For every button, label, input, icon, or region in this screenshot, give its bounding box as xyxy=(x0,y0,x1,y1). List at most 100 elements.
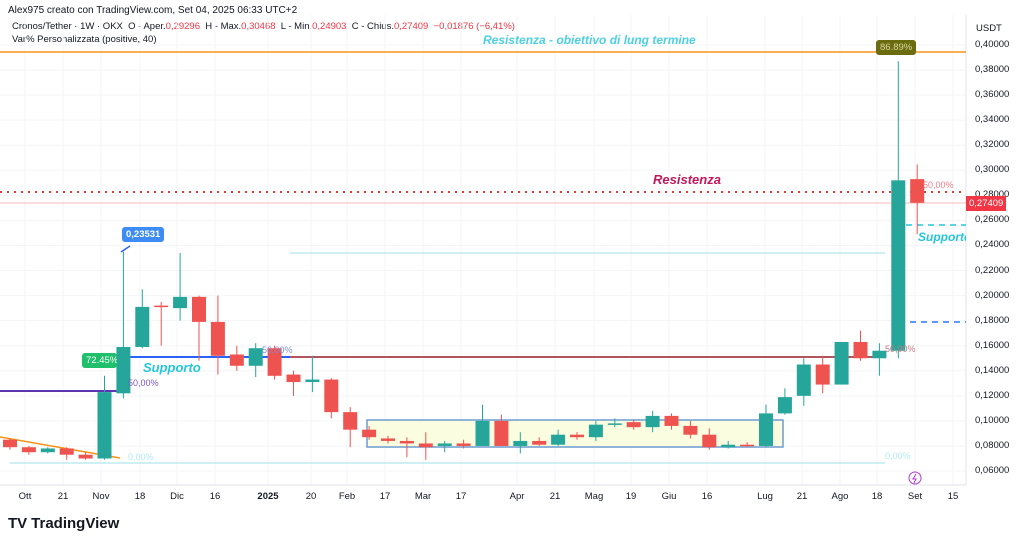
candle-body xyxy=(475,420,490,446)
fib-50-right-label: 50,00% xyxy=(885,344,916,354)
pct-callout-1[interactable]: 72.45% xyxy=(82,353,117,368)
candle xyxy=(154,301,169,346)
tradingview-logo[interactable]: TV TradingView xyxy=(8,515,119,532)
fib-0-left-label: 0,00% xyxy=(128,452,154,462)
candle-body xyxy=(343,412,358,430)
candle xyxy=(853,330,868,361)
candle-body xyxy=(437,443,452,446)
candle xyxy=(740,442,755,448)
candle-body xyxy=(116,346,131,394)
candle xyxy=(910,164,925,235)
price-tick: 0,34000 xyxy=(975,114,1010,126)
credit-line: Alex975 creato con TradingView.com, Set … xyxy=(8,5,298,16)
candle-body xyxy=(910,179,925,203)
candle xyxy=(437,440,452,453)
candle xyxy=(796,358,811,406)
resistance-label: Resistenza xyxy=(653,172,721,187)
candle xyxy=(607,418,622,428)
grid xyxy=(0,15,966,485)
high-value: 0,30468 xyxy=(241,21,276,32)
change-value: −0,01876 (−6,41%) xyxy=(433,21,515,32)
symbol[interactable]: Cronos/Tether · 1W · OKX xyxy=(12,21,123,32)
price-callout[interactable]: 0,23531 xyxy=(122,227,165,242)
time-tick: 20 xyxy=(305,491,317,502)
last-price-label: 0,27409 xyxy=(966,196,1007,211)
candle xyxy=(78,452,93,460)
time-tick: 16 xyxy=(701,491,713,502)
time-tick: Nov xyxy=(92,491,110,502)
candle xyxy=(362,425,377,440)
candle-body xyxy=(59,448,74,455)
candle-body xyxy=(702,434,717,448)
candle-body xyxy=(721,444,736,448)
candle-body xyxy=(362,429,377,438)
candle-body xyxy=(173,296,188,309)
close-label: C - Chius. xyxy=(351,21,394,32)
candle-body xyxy=(3,439,17,448)
time-tick: Ago xyxy=(831,491,849,502)
price-tick: 0,32000 xyxy=(975,139,1010,151)
candle-body xyxy=(381,438,395,441)
lightning-icon xyxy=(908,471,922,485)
candle xyxy=(418,432,433,460)
candle-body xyxy=(551,434,566,445)
candle xyxy=(116,251,131,399)
candle-body xyxy=(683,425,698,435)
candle-body xyxy=(40,448,55,453)
low-label: L - Min. xyxy=(280,21,313,32)
candle-body xyxy=(248,348,263,366)
candle-body xyxy=(588,424,603,438)
price-tick: 0,24000 xyxy=(975,239,1010,251)
price-tick: 0,18000 xyxy=(975,314,1010,326)
time-tick: Mar xyxy=(414,491,432,502)
pct-callout-2[interactable]: 86.89% xyxy=(876,40,917,55)
candle xyxy=(588,420,603,441)
candle-body xyxy=(135,306,150,347)
currency-label: USDT xyxy=(976,23,1002,34)
time-tick: 17 xyxy=(455,491,467,502)
candle xyxy=(494,414,509,446)
candle xyxy=(229,345,244,371)
lightning-glyph xyxy=(912,473,917,484)
tv-logo-icon: TV xyxy=(8,515,28,532)
fib-50-mid-label: 50,00% xyxy=(262,345,293,355)
candle xyxy=(551,429,566,446)
candle xyxy=(248,343,263,378)
candle-body xyxy=(872,350,887,359)
candle xyxy=(210,295,225,375)
fib-0-right-label: 0,00% xyxy=(885,451,911,461)
candle-body xyxy=(324,379,339,413)
price-tick: 0,08000 xyxy=(975,439,1010,451)
candle xyxy=(40,447,55,454)
candle xyxy=(570,432,584,440)
candle-body xyxy=(570,434,584,438)
price-tick: 0,14000 xyxy=(975,364,1010,376)
candle xyxy=(777,388,792,415)
support-left-label: Supporto xyxy=(143,360,201,375)
candle xyxy=(267,345,282,380)
candle xyxy=(192,295,206,361)
candle xyxy=(324,378,339,419)
candle xyxy=(135,289,150,349)
candle xyxy=(21,445,36,455)
time-tick: 21 xyxy=(796,491,808,502)
candle-body xyxy=(664,415,679,426)
candle xyxy=(343,407,358,448)
candle xyxy=(834,341,849,385)
candle xyxy=(399,437,414,458)
candle xyxy=(721,440,736,449)
fib-50-top-label: 50,00% xyxy=(923,180,954,190)
indicator-legend[interactable]: Var% Personalizzata (positive, 40) xyxy=(12,34,157,45)
time-tick: 18 xyxy=(871,491,883,502)
time-tick: Ott xyxy=(18,491,32,502)
candle-body xyxy=(777,397,792,414)
candle-body xyxy=(418,443,433,448)
candle-body xyxy=(891,180,906,351)
time-tick: Set xyxy=(907,491,923,502)
candles xyxy=(3,61,925,460)
ohlc-legend: Cronos/Tether · 1W · OKX O - Aper.0,2929… xyxy=(12,21,515,32)
candle xyxy=(456,439,471,449)
candle-body xyxy=(21,447,36,453)
candle xyxy=(59,447,74,460)
